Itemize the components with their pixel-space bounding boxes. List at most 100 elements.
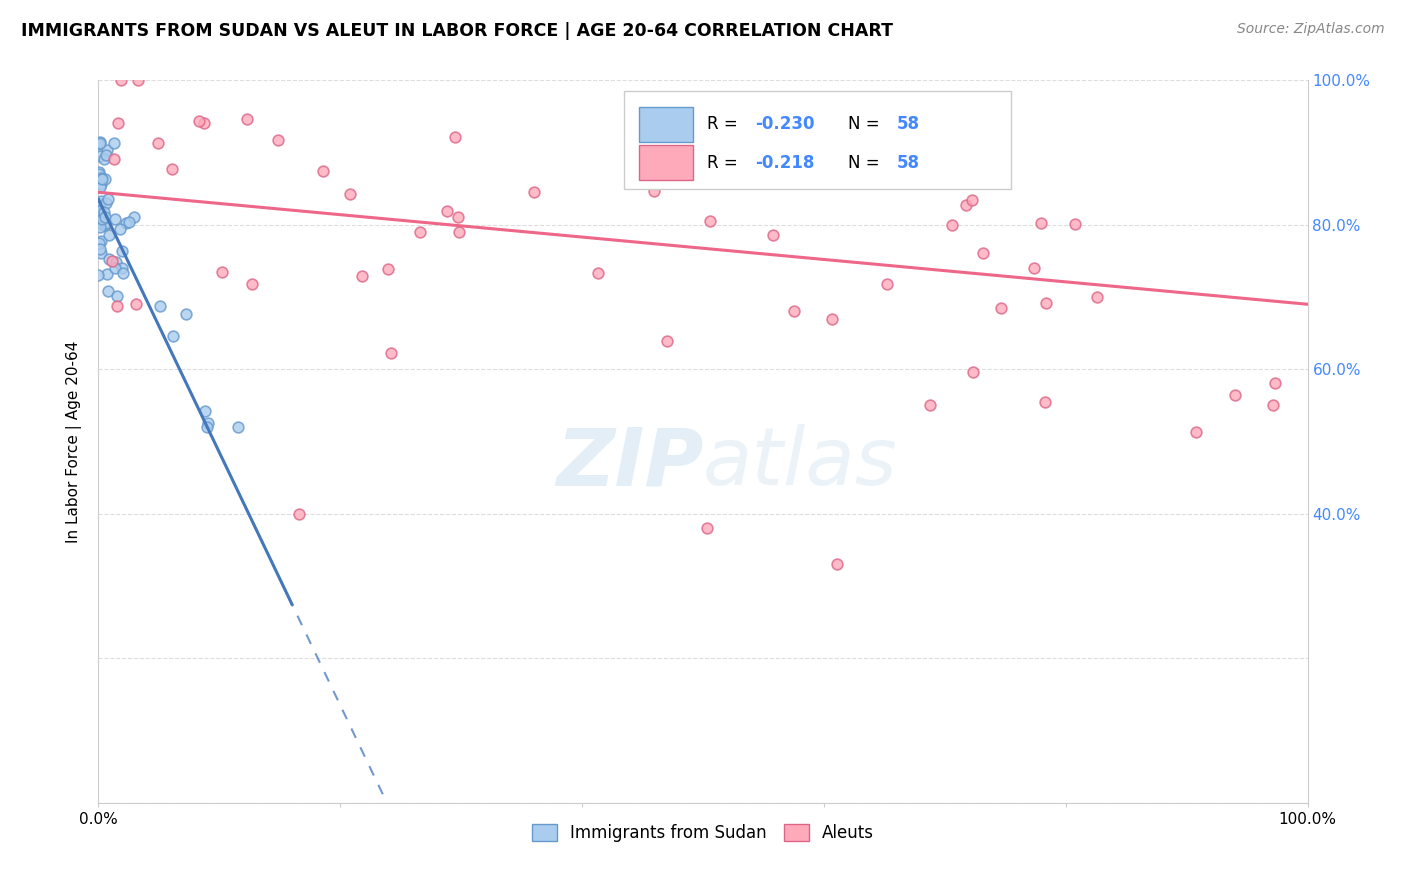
- Point: [696, 521, 718, 535]
- Point: [118, 214, 141, 228]
- Point: [160, 162, 183, 177]
- Point: [89, 220, 111, 235]
- Point: [960, 193, 983, 207]
- Text: N =: N =: [848, 115, 884, 133]
- Point: [377, 262, 399, 277]
- Point: [783, 303, 806, 318]
- Point: [352, 268, 374, 283]
- Point: [955, 198, 977, 212]
- Text: R =: R =: [707, 115, 742, 133]
- Point: [98, 252, 121, 267]
- Point: [941, 219, 963, 233]
- Point: [876, 277, 898, 291]
- Point: [93, 211, 115, 225]
- Point: [972, 245, 994, 260]
- Point: [89, 180, 111, 194]
- Point: [444, 130, 467, 145]
- Point: [103, 136, 125, 151]
- Point: [127, 73, 149, 87]
- Point: [449, 225, 471, 239]
- Point: [90, 210, 112, 224]
- Point: [122, 210, 145, 224]
- Point: [655, 334, 678, 348]
- Point: [125, 297, 148, 311]
- Point: [104, 260, 127, 275]
- Point: [146, 136, 169, 150]
- Point: [110, 73, 132, 87]
- Point: [1185, 425, 1208, 439]
- Point: [104, 211, 127, 226]
- Point: [89, 242, 111, 256]
- Point: [94, 211, 117, 225]
- Point: [94, 216, 117, 230]
- Point: [267, 133, 290, 147]
- Point: [90, 234, 112, 248]
- Point: [236, 112, 259, 126]
- Point: [380, 346, 402, 360]
- Point: [197, 416, 219, 430]
- Point: [825, 558, 848, 572]
- Point: [1223, 387, 1246, 401]
- Point: [962, 365, 984, 379]
- Bar: [638, 107, 693, 142]
- Point: [93, 218, 115, 232]
- Point: [96, 148, 118, 162]
- Text: -0.218: -0.218: [755, 153, 814, 171]
- Point: [91, 215, 114, 229]
- Point: [1085, 290, 1108, 304]
- Point: [87, 196, 110, 211]
- Text: ZIP: ZIP: [555, 425, 703, 502]
- Point: [96, 196, 118, 211]
- Point: [90, 171, 112, 186]
- Point: [87, 196, 110, 211]
- Point: [87, 268, 110, 283]
- Point: [174, 307, 197, 321]
- Point: [820, 311, 842, 326]
- Point: [97, 192, 120, 206]
- Point: [89, 165, 111, 179]
- Point: [107, 116, 129, 130]
- Text: R =: R =: [707, 153, 742, 171]
- Point: [1024, 261, 1046, 276]
- Point: [193, 116, 215, 130]
- Legend: Immigrants from Sudan, Aleuts: Immigrants from Sudan, Aleuts: [526, 817, 880, 848]
- Point: [240, 277, 263, 291]
- Point: [409, 225, 432, 239]
- Point: [226, 420, 249, 434]
- Point: [657, 156, 679, 170]
- Point: [108, 221, 131, 235]
- Text: N =: N =: [848, 153, 884, 171]
- Point: [721, 175, 744, 189]
- Point: [194, 404, 217, 418]
- Point: [94, 219, 117, 233]
- Point: [93, 205, 115, 219]
- Point: [91, 211, 114, 226]
- Point: [747, 97, 769, 112]
- Point: [89, 136, 111, 150]
- Point: [1029, 216, 1052, 230]
- Point: [149, 299, 172, 313]
- Point: [96, 143, 118, 157]
- Point: [1064, 217, 1087, 231]
- Point: [105, 289, 128, 303]
- Point: [96, 267, 118, 281]
- Text: 58: 58: [897, 153, 920, 171]
- Point: [523, 185, 546, 199]
- Text: Source: ZipAtlas.com: Source: ZipAtlas.com: [1237, 22, 1385, 37]
- Point: [1033, 394, 1056, 409]
- Point: [87, 136, 110, 151]
- Point: [1263, 398, 1285, 412]
- Point: [115, 217, 138, 231]
- Point: [697, 163, 720, 178]
- Point: [97, 284, 120, 298]
- Point: [699, 214, 721, 228]
- Point: [918, 398, 941, 412]
- Point: [990, 301, 1012, 315]
- Point: [105, 299, 128, 313]
- Point: [311, 164, 333, 178]
- Point: [436, 203, 458, 218]
- Point: [93, 152, 115, 166]
- Point: [89, 204, 111, 219]
- Point: [97, 227, 120, 242]
- Point: [89, 235, 111, 250]
